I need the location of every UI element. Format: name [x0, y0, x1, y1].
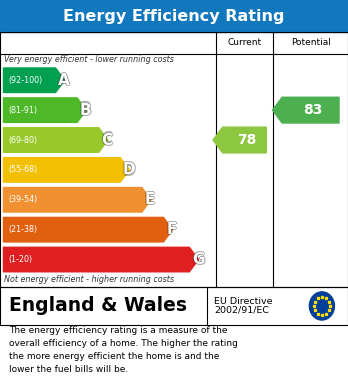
Text: Very energy efficient - lower running costs: Very energy efficient - lower running co… [4, 55, 174, 64]
Polygon shape [3, 217, 173, 242]
Text: (55-68): (55-68) [9, 165, 38, 174]
Text: B: B [79, 102, 90, 118]
Text: A: A [58, 74, 70, 89]
Text: G: G [192, 253, 205, 268]
Text: G: G [192, 252, 205, 267]
Text: (39-54): (39-54) [9, 195, 38, 204]
Text: F: F [166, 221, 176, 236]
Text: (1-20): (1-20) [9, 255, 33, 264]
Text: F: F [167, 222, 177, 237]
Text: C: C [102, 131, 113, 146]
Text: E: E [145, 191, 155, 206]
Text: D: D [123, 161, 136, 176]
Polygon shape [3, 188, 151, 212]
Bar [0, 0, 348, 32]
Text: Potential: Potential [291, 38, 331, 47]
Text: EU Directive: EU Directive [214, 297, 272, 306]
Text: D: D [123, 162, 136, 178]
Text: B: B [81, 102, 93, 118]
Text: C: C [102, 133, 113, 147]
Text: C: C [103, 133, 114, 147]
Text: (81-91): (81-91) [9, 106, 38, 115]
Text: (21-38): (21-38) [9, 225, 38, 234]
Text: C: C [102, 134, 113, 149]
Polygon shape [3, 128, 108, 152]
Text: A: A [60, 73, 71, 88]
Text: D: D [124, 162, 137, 178]
Text: E: E [146, 192, 156, 207]
Text: E: E [145, 194, 155, 208]
Polygon shape [3, 98, 86, 122]
Text: G: G [193, 252, 206, 267]
Text: F: F [166, 223, 176, 239]
Text: F: F [166, 222, 176, 237]
Polygon shape [213, 127, 266, 153]
Text: B: B [80, 101, 92, 117]
Text: Energy Efficiency Rating: Energy Efficiency Rating [63, 9, 285, 23]
Text: 78: 78 [237, 133, 256, 147]
Text: England & Wales: England & Wales [9, 296, 187, 316]
Text: B: B [80, 102, 92, 118]
Text: The energy efficiency rating is a measure of the
overall efficiency of a home. T: The energy efficiency rating is a measur… [9, 326, 238, 374]
Text: G: G [192, 251, 205, 266]
Text: G: G [191, 252, 204, 267]
Bar [0, 287, 348, 325]
Bar [0, 32, 348, 287]
Polygon shape [3, 158, 129, 182]
Text: Current: Current [227, 38, 262, 47]
Polygon shape [3, 247, 198, 272]
Text: D: D [123, 163, 136, 179]
Text: E: E [145, 192, 155, 207]
Circle shape [309, 292, 334, 320]
Text: A: A [58, 72, 70, 86]
Text: A: A [57, 73, 69, 88]
Text: F: F [165, 222, 175, 237]
Bar [0, 32, 348, 287]
Polygon shape [272, 97, 339, 123]
Text: E: E [144, 192, 154, 207]
Text: (69-80): (69-80) [9, 136, 38, 145]
Bar [0, 287, 348, 325]
Text: 2002/91/EC: 2002/91/EC [214, 306, 269, 315]
Text: (92-100): (92-100) [9, 76, 43, 85]
Text: Not energy efficient - higher running costs: Not energy efficient - higher running co… [4, 275, 174, 284]
Text: C: C [101, 133, 112, 147]
Text: B: B [80, 104, 92, 119]
Polygon shape [3, 68, 65, 93]
Text: D: D [122, 162, 135, 178]
Text: A: A [58, 73, 70, 88]
Text: 83: 83 [303, 103, 322, 117]
